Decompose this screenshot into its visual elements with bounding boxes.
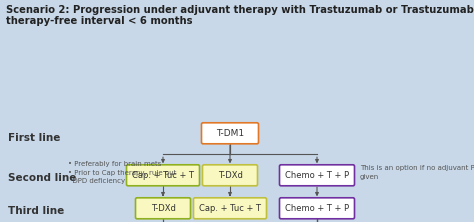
Text: Second line: Second line [8,173,76,183]
Text: This is an option if no adjuvant P
given: This is an option if no adjuvant P given [360,165,474,180]
Text: Scenario 2: Progression under adjuvant therapy with Trastuzumab or Trastuzumab-P: Scenario 2: Progression under adjuvant t… [6,5,474,15]
FancyBboxPatch shape [193,198,266,219]
FancyBboxPatch shape [202,165,257,186]
Text: • Preferably for brain mets
• Prior to Cap therapy, rule out
  DPD deficiency: • Preferably for brain mets • Prior to C… [68,161,176,184]
Text: Third line: Third line [8,206,64,216]
FancyBboxPatch shape [136,198,191,219]
FancyBboxPatch shape [280,165,355,186]
Text: therapy-free interval < 6 months: therapy-free interval < 6 months [6,16,192,26]
Text: Chemo + T + P: Chemo + T + P [285,171,349,180]
Text: Cap. + Tuc + T: Cap. + Tuc + T [199,204,261,213]
Text: T-DXd: T-DXd [218,171,242,180]
Text: Chemo + T + P: Chemo + T + P [285,204,349,213]
FancyBboxPatch shape [280,198,355,219]
Text: First line: First line [8,133,60,143]
Text: Cap. + Tuc + T: Cap. + Tuc + T [132,171,194,180]
FancyBboxPatch shape [201,123,258,144]
Text: T-DXd: T-DXd [151,204,175,213]
FancyBboxPatch shape [127,165,200,186]
Text: T-DM1: T-DM1 [216,129,244,138]
